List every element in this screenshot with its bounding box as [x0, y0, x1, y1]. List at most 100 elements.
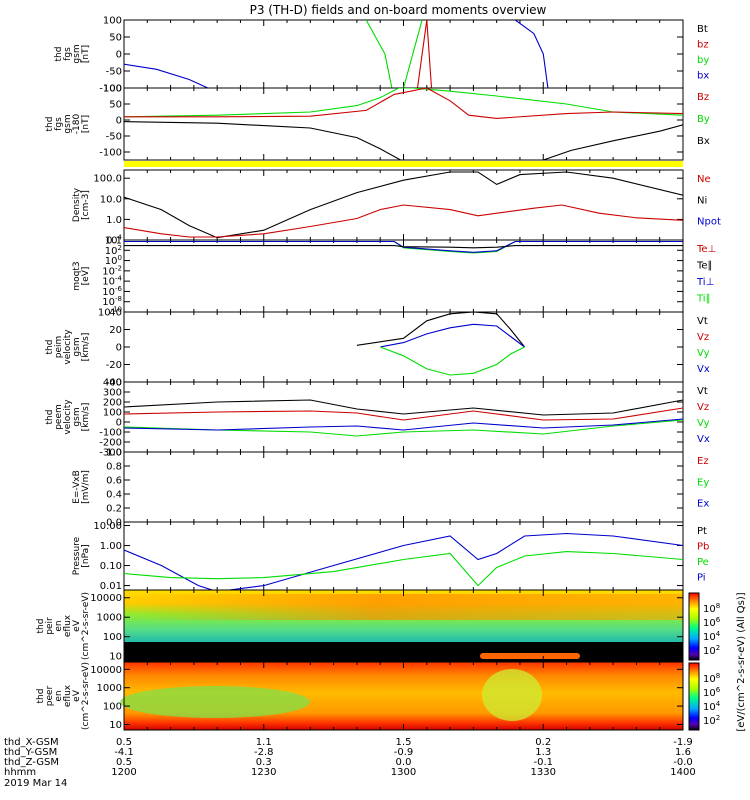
- colorbar-lower: [688, 662, 700, 731]
- footer-value: 1.3: [535, 747, 551, 758]
- legend-entry-By: By: [697, 114, 710, 125]
- y-tick-label: -40: [106, 378, 122, 389]
- y-axis-label-line: thd: [45, 410, 55, 425]
- y-axis-label: moqt3 [eV]: [72, 261, 91, 290]
- y-axis-label-line: en: [54, 620, 64, 631]
- y-tick-label: 10.0: [100, 194, 122, 205]
- panel-7: 1.0 0.8 0.6 0.4 0.2 0.0 E=-VxB [mV/m] Ez Ey Ex: [72, 448, 709, 529]
- y-tick-label: 100: [103, 632, 122, 643]
- y-tick-label: -50: [106, 67, 122, 78]
- y-axis-label-line: [mV/m]: [81, 470, 91, 504]
- y-axis-label-line: (cm^2-s-sr-eV): [81, 592, 91, 660]
- panel-frame: [123, 19, 684, 89]
- legend-entry-Vy: Vy: [697, 348, 710, 359]
- footer-row-label: thd_Y-GSM: [4, 747, 57, 758]
- footer-value: 0.0: [396, 757, 412, 768]
- series-line-Te∥: [124, 245, 683, 249]
- series-line-By: [124, 88, 683, 118]
- y-tick-label: -300: [99, 448, 122, 459]
- y-axis-label-line: Density: [72, 187, 82, 222]
- y-tick-label: 10-10: [98, 306, 122, 319]
- panel-5: 40 20 0 -20 -40 thd peim velocity gsm [km/s] Vt Vz V…: [45, 308, 710, 389]
- y-tick-label: -200: [99, 438, 122, 449]
- y-tick-label: 100: [105, 254, 122, 267]
- colorbar-label-text: [eV/(cm^2-s-sr-eV) (All Qs)]: [736, 592, 747, 731]
- legend-entry-Npot: Npot: [697, 217, 721, 228]
- y-axis-label-line: eV: [72, 689, 82, 702]
- colorbar-tick-upper: 108: [703, 602, 720, 615]
- y-axis-label-line: eflux: [63, 614, 73, 637]
- series-layer: [356, 312, 526, 376]
- colorbar-tick-lower: 102: [703, 714, 720, 727]
- series-line-bz: [398, 20, 439, 88]
- y-tick-label: 0.2: [106, 504, 122, 515]
- y-tick-label: -50: [106, 132, 122, 143]
- heatmap-electron-core: [482, 669, 542, 721]
- y-axis-label-line: [cm-3]: [81, 190, 91, 220]
- panel-1: 100 50 0 -50 -100 thd fgs gsm [nT] Bt bz by bx: [54, 16, 709, 95]
- series-line-Vy: [124, 419, 683, 437]
- y-axis-label-line: thd: [36, 689, 46, 704]
- y-axis-label-line: E=-VxB: [72, 470, 82, 504]
- legend-entry-Ti∥: Ti∥: [696, 294, 711, 305]
- legend-entry-Bt: Bt: [697, 24, 708, 35]
- heatmap-ion-streak: [480, 653, 580, 659]
- series-layer: [124, 88, 683, 160]
- y-tick-label: 0.6: [106, 476, 122, 487]
- legend-entry-by: by: [697, 55, 709, 66]
- panel-frame: [123, 87, 684, 161]
- footer-value: 1230: [251, 767, 276, 778]
- legend-entry-Vx: Vx: [697, 364, 710, 375]
- y-tick-label: 1000: [97, 683, 122, 694]
- y-tick-label: 0.4: [106, 490, 122, 501]
- y-tick-label: 0: [116, 418, 122, 429]
- panel-frame: [123, 451, 684, 523]
- status-bar: [124, 161, 683, 167]
- series-line-Vy: [380, 346, 525, 376]
- y-tick-label: 1.0: [106, 215, 122, 226]
- y-tick-label: 300: [103, 388, 122, 399]
- footer-value: -0.0: [673, 757, 693, 768]
- y-tick-label: 400: [103, 378, 122, 389]
- y-axis-label-line: peer: [45, 685, 55, 706]
- legend-entry-Ez: Ez: [697, 456, 709, 467]
- colorbar-tick-upper: 102: [703, 644, 720, 657]
- y-axis-label-line: -180: [72, 114, 82, 135]
- y-tick-label: -20: [106, 360, 122, 371]
- y-axis-label-line: eflux: [63, 684, 73, 707]
- y-axis-label: thd peem velocity gsm [km/s]: [45, 399, 91, 435]
- y-tick-label: 0.8: [106, 462, 122, 473]
- legend-entry-Pt: Pt: [697, 526, 707, 537]
- legend-entry-bz: bz: [697, 40, 709, 51]
- y-axis-label-line: fgs: [63, 47, 73, 61]
- y-tick-label: 0: [116, 343, 122, 354]
- panel-frame: [123, 521, 684, 591]
- series-line-Ni: [124, 171, 683, 239]
- legend-entry-Vz: Vz: [697, 332, 709, 343]
- colorbar-tick-upper: 104: [703, 630, 721, 643]
- y-tick-label: 0.01: [100, 581, 122, 592]
- y-axis-label-line: (cm^2-s-sr-eV): [81, 662, 91, 730]
- footer-row-label: thd_X-GSM: [4, 737, 59, 748]
- y-axis-label-line: gsm: [72, 44, 82, 63]
- panel-3: 100.0 10.0 1.0 0.1 Density [cm-3] Ne Ni Npot: [72, 169, 721, 247]
- y-axis-label: thd peir en eflux eV (cm^2-s-sr-eV): [36, 592, 91, 660]
- y-axis-label-line: [km/s]: [81, 403, 91, 432]
- y-tick-label: 50: [109, 33, 122, 44]
- y-axis-label-line: thd: [36, 619, 46, 634]
- legend-entry-Vz: Vz: [697, 402, 709, 413]
- colorbar-tick-lower: 104: [703, 700, 721, 713]
- colorbar-tick-lower: 106: [703, 686, 721, 699]
- y-axis-label-line: velocity: [63, 399, 73, 435]
- series-line-Vx: [380, 323, 525, 348]
- y-axis-label-line: Pressure: [72, 536, 82, 575]
- y-axis-label-line: thd: [54, 47, 64, 62]
- legend-entry-Ne: Ne: [697, 174, 711, 185]
- footer-row-label: hhmm: [4, 767, 36, 778]
- series-line-Pi: [124, 532, 683, 590]
- legend-entry-Pi: Pi: [697, 573, 706, 584]
